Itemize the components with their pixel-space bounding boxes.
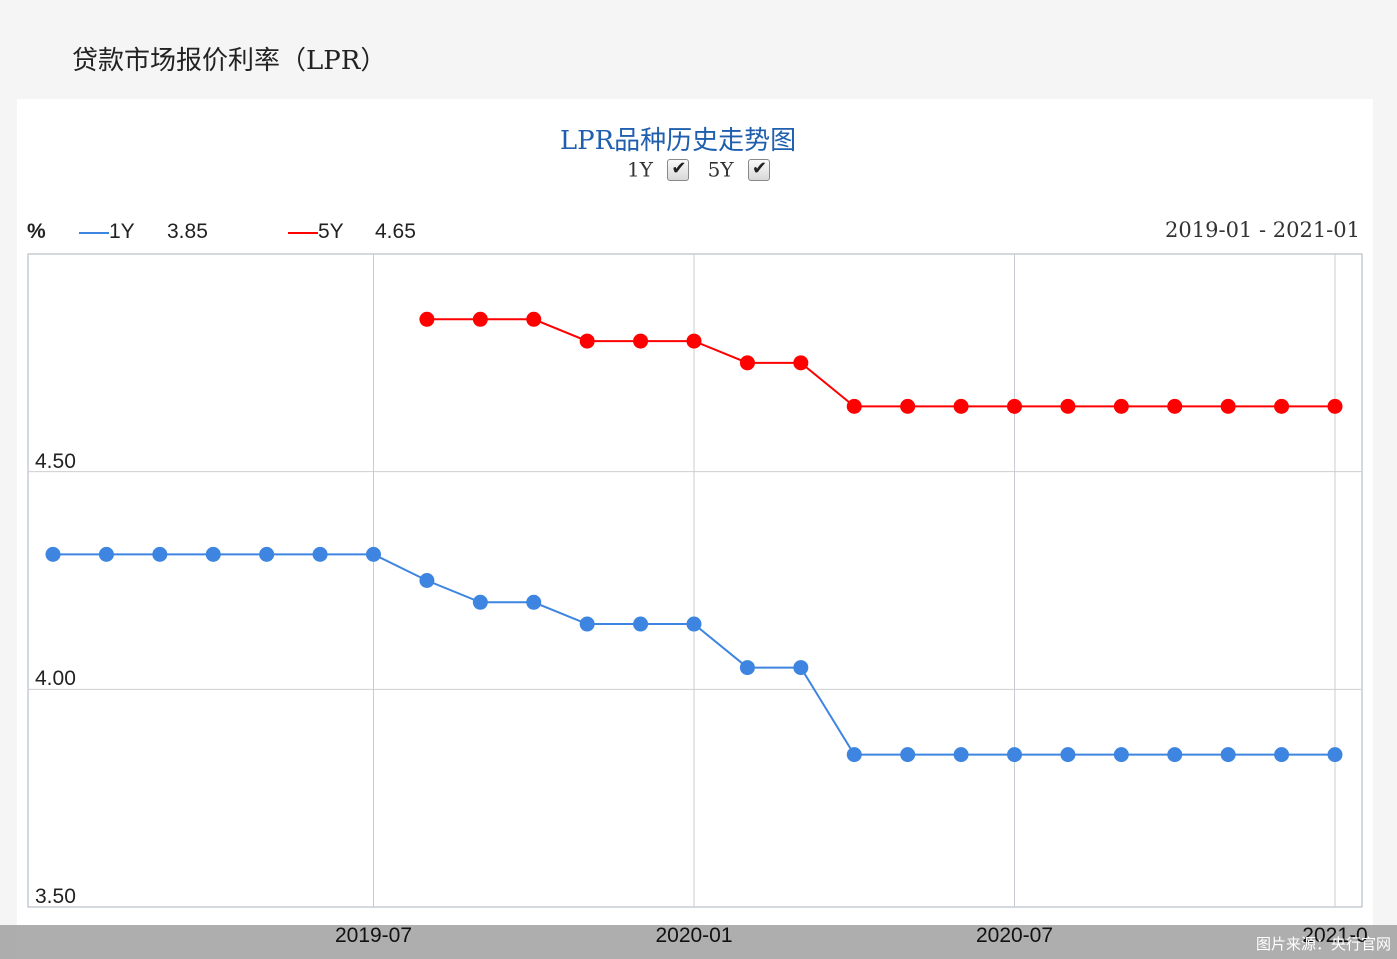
legend-5y-value: 4.65 xyxy=(375,220,416,243)
point-1Y-2020-01 xyxy=(686,616,702,632)
footer-bar xyxy=(0,925,1397,959)
point-5Y-2020-11 xyxy=(1220,398,1236,414)
unit-label: % xyxy=(27,220,46,243)
point-1Y-2020-12 xyxy=(1274,747,1290,763)
point-5Y-2020-12 xyxy=(1274,398,1290,414)
x-tick-label: 2021-0 xyxy=(1302,924,1368,947)
point-5Y-2020-01 xyxy=(686,333,702,349)
point-1Y-2019-01 xyxy=(45,546,61,562)
point-1Y-2020-05 xyxy=(900,747,916,763)
point-1Y-2021-01 xyxy=(1327,747,1343,763)
toggle-5y-checkbox[interactable] xyxy=(747,158,770,181)
plot-frame xyxy=(27,253,1363,908)
point-5Y-2020-05 xyxy=(900,398,916,414)
date-range-label: 2019-01 - 2021-01 xyxy=(1165,218,1360,242)
y-tick-label: 4.50 xyxy=(35,449,76,473)
point-5Y-2020-03 xyxy=(793,355,809,371)
legend-5y-label: 5Y xyxy=(318,220,344,243)
point-1Y-2020-04 xyxy=(846,747,862,763)
legend-1y-value: 3.85 xyxy=(167,220,208,243)
point-1Y-2019-10 xyxy=(526,594,542,610)
point-5Y-2020-08 xyxy=(1060,398,1076,414)
point-1Y-2020-07 xyxy=(1007,747,1022,763)
y-tick-label: 4.00 xyxy=(35,667,76,691)
toggle-5y[interactable]: 5Y xyxy=(708,156,770,182)
toggle-1y[interactable]: 1Y xyxy=(627,156,690,182)
point-1Y-2020-02 xyxy=(739,660,755,676)
point-5Y-2020-10 xyxy=(1167,398,1183,414)
toggle-1y-checkbox[interactable] xyxy=(667,158,690,181)
legend-1y-label: 1Y xyxy=(109,220,135,243)
point-5Y-2019-12 xyxy=(633,333,649,349)
point-1Y-2019-05 xyxy=(259,546,275,562)
point-5Y-2021-01 xyxy=(1327,398,1343,414)
point-5Y-2019-09 xyxy=(472,311,488,327)
watermark: 图片来源：央行官网 xyxy=(1255,935,1391,953)
point-1Y-2020-08 xyxy=(1060,747,1076,763)
point-5Y-2019-10 xyxy=(526,311,542,327)
point-1Y-2020-09 xyxy=(1113,747,1129,763)
point-5Y-2020-06 xyxy=(953,398,969,414)
y-tick-label: 3.50 xyxy=(35,885,76,908)
point-1Y-2019-04 xyxy=(205,546,221,562)
point-5Y-2020-07 xyxy=(1007,398,1022,414)
x-tick-label: 2019-07 xyxy=(334,924,413,947)
legend-1y-swatch xyxy=(79,232,109,234)
point-1Y-2019-12 xyxy=(633,616,649,632)
series-toggles: 1Y 5Y xyxy=(0,156,1397,182)
chart-title: LPR品种历史走势图 xyxy=(559,126,797,156)
point-1Y-2020-10 xyxy=(1167,747,1183,763)
point-1Y-2020-06 xyxy=(953,747,969,763)
point-1Y-2019-11 xyxy=(579,616,595,632)
point-5Y-2020-04 xyxy=(846,398,862,414)
point-1Y-2020-03 xyxy=(793,660,809,676)
point-5Y-2020-02 xyxy=(739,355,755,371)
point-1Y-2019-02 xyxy=(98,546,114,562)
point-1Y-2019-09 xyxy=(472,594,488,610)
point-1Y-2020-11 xyxy=(1220,747,1236,763)
x-tick-label: 2020-07 xyxy=(975,924,1054,947)
toggle-1y-label: 1Y xyxy=(627,157,653,182)
chart-panel xyxy=(17,99,1373,959)
point-1Y-2019-03 xyxy=(152,546,168,562)
x-tick-label: 2020-01 xyxy=(655,924,733,947)
page-title: 贷款市场报价利率（LPR） xyxy=(72,46,387,76)
series-line-5Y xyxy=(426,318,1335,408)
point-1Y-2019-06 xyxy=(312,546,328,562)
point-5Y-2019-08 xyxy=(419,311,435,327)
point-1Y-2019-07 xyxy=(366,546,381,562)
point-5Y-2019-11 xyxy=(579,333,595,349)
legend-5y-swatch xyxy=(288,232,318,234)
toggle-5y-label: 5Y xyxy=(707,157,734,182)
point-5Y-2020-09 xyxy=(1113,398,1129,414)
point-1Y-2019-08 xyxy=(419,573,435,588)
